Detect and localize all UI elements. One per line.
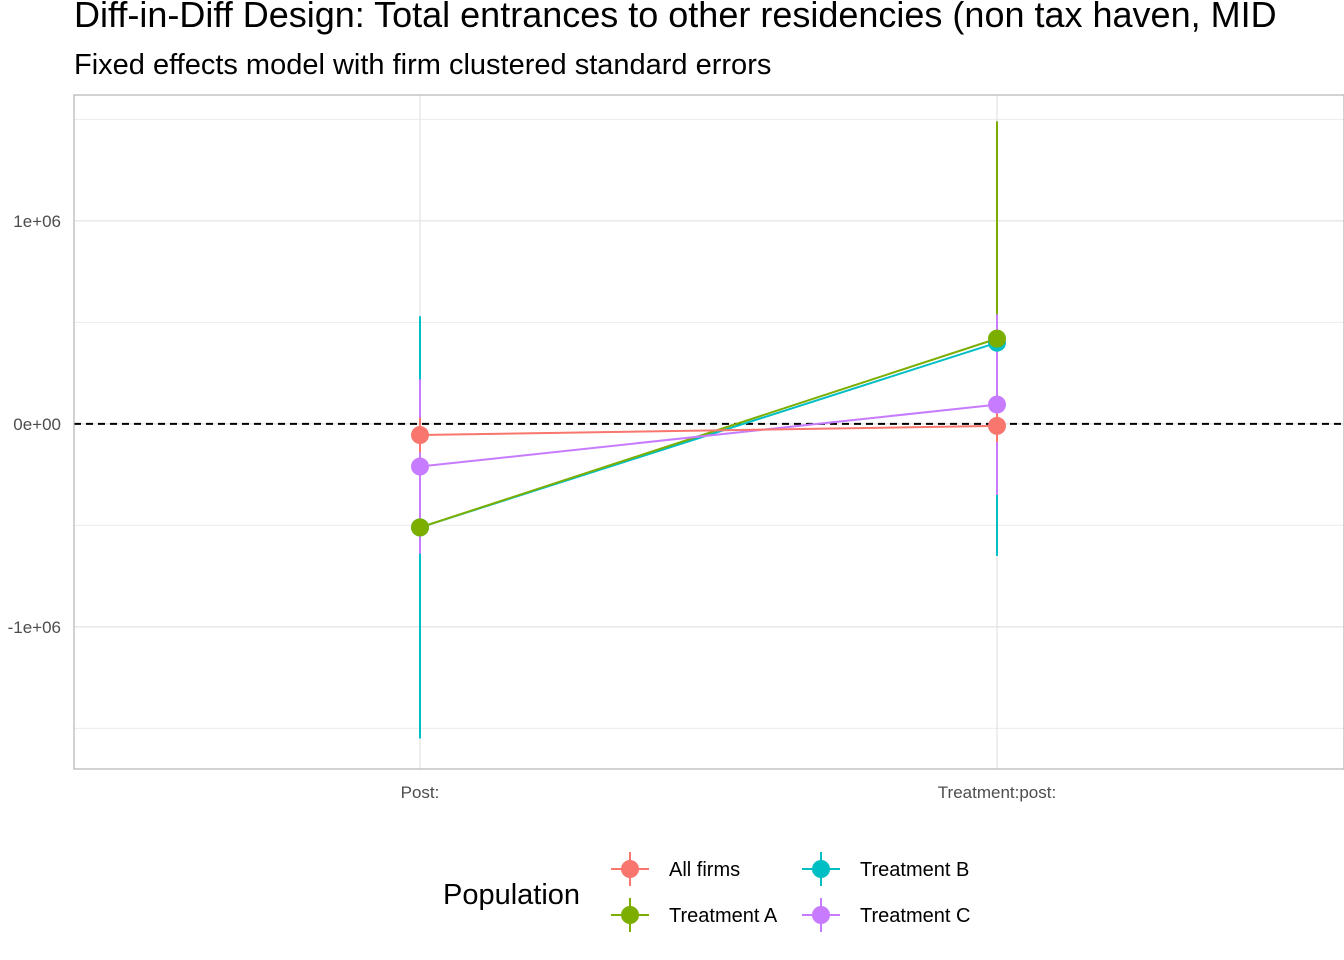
y-tick-label: 0e+00 bbox=[13, 415, 61, 434]
x-tick-label: Post: bbox=[401, 783, 440, 802]
chart-subtitle: Fixed effects model with firm clustered … bbox=[74, 49, 771, 81]
series-line bbox=[419, 337, 998, 529]
legend-key-point bbox=[812, 906, 830, 924]
chart-title: Diff-in-Diff Design: Total entrances to … bbox=[74, 0, 1277, 35]
y-tick-label: -1e+06 bbox=[8, 618, 61, 637]
legend-title: Population bbox=[443, 879, 580, 911]
legend: Population All firms Treatment A Treatment … bbox=[443, 852, 970, 932]
plot-panel: 1e+06 0e+00 -1e+06 Post: Treatment:post: bbox=[8, 94, 1344, 802]
legend-label: All firms bbox=[669, 859, 740, 881]
legend-key-point bbox=[621, 906, 639, 924]
x-tick-label: Treatment:post: bbox=[938, 783, 1056, 802]
series-line bbox=[419, 424, 998, 437]
data-point bbox=[988, 329, 1006, 348]
y-tick-label: 1e+06 bbox=[13, 212, 61, 231]
legend-key-point bbox=[812, 860, 830, 878]
data-point bbox=[988, 395, 1006, 414]
series-line bbox=[419, 403, 998, 468]
legend-label: Treatment B bbox=[860, 859, 969, 881]
legend-label: Treatment C bbox=[860, 905, 970, 927]
legend-key-point bbox=[621, 860, 639, 878]
panel-border bbox=[73, 94, 1344, 770]
data-point bbox=[988, 416, 1006, 435]
data-point bbox=[411, 426, 429, 445]
data-point bbox=[411, 518, 429, 537]
legend-label: Treatment A bbox=[669, 905, 778, 927]
data-point bbox=[411, 457, 429, 476]
